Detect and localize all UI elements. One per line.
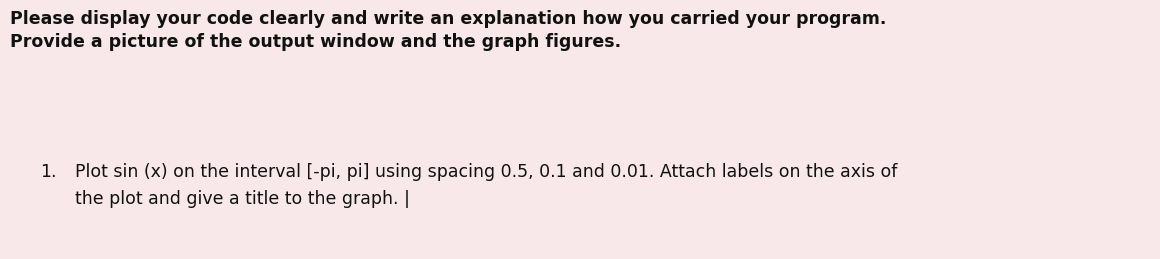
- Text: Provide a picture of the output window and the graph figures.: Provide a picture of the output window a…: [10, 33, 621, 51]
- Text: Plot sin (x) on the interval [-pi, pi] using spacing 0.5, 0.1 and 0.01. Attach l: Plot sin (x) on the interval [-pi, pi] u…: [75, 163, 898, 181]
- Text: Please display your code clearly and write an explanation how you carried your p: Please display your code clearly and wri…: [10, 10, 886, 28]
- Text: the plot and give a title to the graph. |: the plot and give a title to the graph. …: [75, 190, 409, 208]
- Text: 1.: 1.: [39, 163, 57, 181]
